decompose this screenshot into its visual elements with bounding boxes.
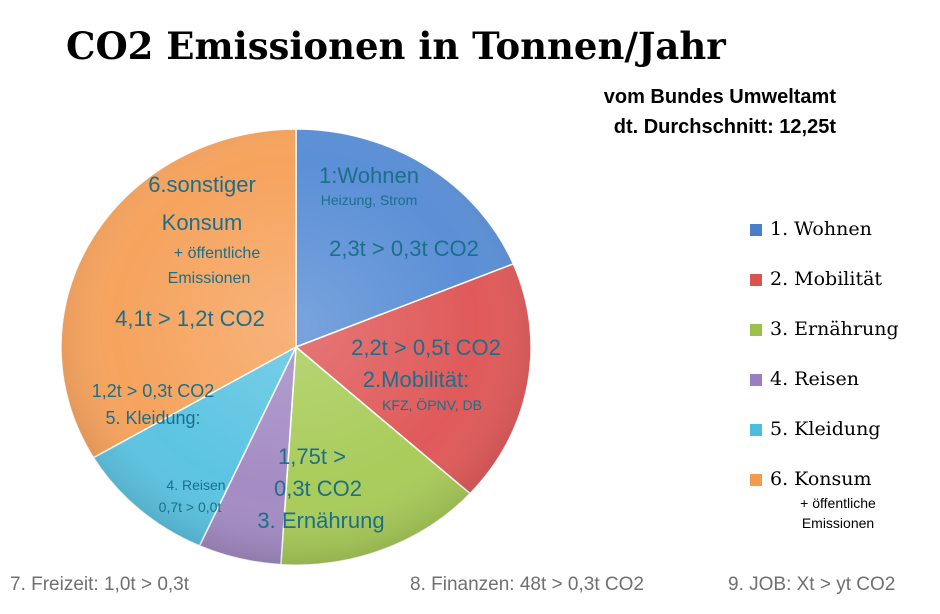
slice-label-mobilitaet: KFZ, ÖPNV, DB xyxy=(382,396,482,413)
legend-swatch xyxy=(750,274,762,286)
chart-legend: 1. Wohnen 2. Mobilität 3. Ernährung 4. Reis… xyxy=(750,218,899,518)
legend-item: 2. Mobilität xyxy=(750,268,899,318)
legend-label: 6. Konsum xyxy=(770,468,872,490)
legend-item: 1. Wohnen xyxy=(750,218,899,268)
slice-label-kleidung: 1,2t > 0,3t CO2 xyxy=(92,381,215,401)
chart-title: CO2 Emissionen in Tonnen/Jahr xyxy=(66,24,726,68)
legend-label: 4. Reisen xyxy=(770,368,860,390)
slice-label-mobilitaet: 2,2t > 0,5t CO2 xyxy=(351,335,501,360)
slice-label-ernaehrung: 1,75t > xyxy=(278,444,346,469)
chart-subtitle-source: vom Bundes Umweltamt xyxy=(603,86,836,108)
footer-job: 9. JOB: Xt > yt CO2 xyxy=(728,574,896,595)
chart-subtitle-average: dt. Durchschnitt: 12,25t xyxy=(613,116,836,138)
legend-swatch xyxy=(750,324,762,336)
legend-label: 5. Kleidung xyxy=(770,418,881,440)
footer-freizeit: 7. Freizeit: 1,0t > 0,3t xyxy=(10,574,190,595)
slice-label-konsum: Konsum xyxy=(162,210,243,235)
slice-label-reisen: 0,7t > 0,0t xyxy=(159,499,222,515)
legend-swatch xyxy=(750,424,762,436)
legend-item: 3. Ernährung xyxy=(750,318,899,368)
slice-label-wohnen: 1:Wohnen xyxy=(319,163,419,188)
slice-label-konsum: + öffentliche xyxy=(174,245,261,262)
legend-label: 3. Ernährung xyxy=(770,318,899,340)
legend-swatch xyxy=(750,374,762,386)
slice-label-wohnen: Heizung, Strom xyxy=(321,192,417,208)
slice-label-mobilitaet: 2.Mobilität: xyxy=(363,367,469,392)
legend-item: 4. Reisen xyxy=(750,368,899,418)
slice-label-reisen: 4. Reisen xyxy=(166,477,225,493)
legend-note: + öffentliche Emissionen xyxy=(778,493,898,533)
legend-swatch xyxy=(750,474,762,486)
legend-item: 6. Konsum xyxy=(750,468,899,518)
legend-item: 5. Kleidung xyxy=(750,418,899,468)
legend-label: 2. Mobilität xyxy=(770,268,883,290)
legend-label: 1. Wohnen xyxy=(770,218,872,240)
slice-label-konsum: 4,1t > 1,2t CO2 xyxy=(115,306,265,331)
slice-label-konsum: 6.sonstiger xyxy=(148,172,256,197)
slice-label-ernaehrung: 3. Ernährung xyxy=(257,508,384,533)
legend-note-line: + öffentliche xyxy=(800,495,876,511)
slice-label-wohnen: 2,3t > 0,3t CO2 xyxy=(329,236,479,261)
slice-label-kleidung: 5. Kleidung: xyxy=(105,408,200,428)
legend-note-line: Emissionen xyxy=(801,515,875,531)
footer-finanzen: 8. Finanzen: 48t > 0,3t CO2 xyxy=(410,574,644,595)
slice-label-konsum: Emissionen xyxy=(168,270,251,287)
legend-swatch xyxy=(750,224,762,236)
slice-label-ernaehrung: 0,3t CO2 xyxy=(274,476,362,501)
